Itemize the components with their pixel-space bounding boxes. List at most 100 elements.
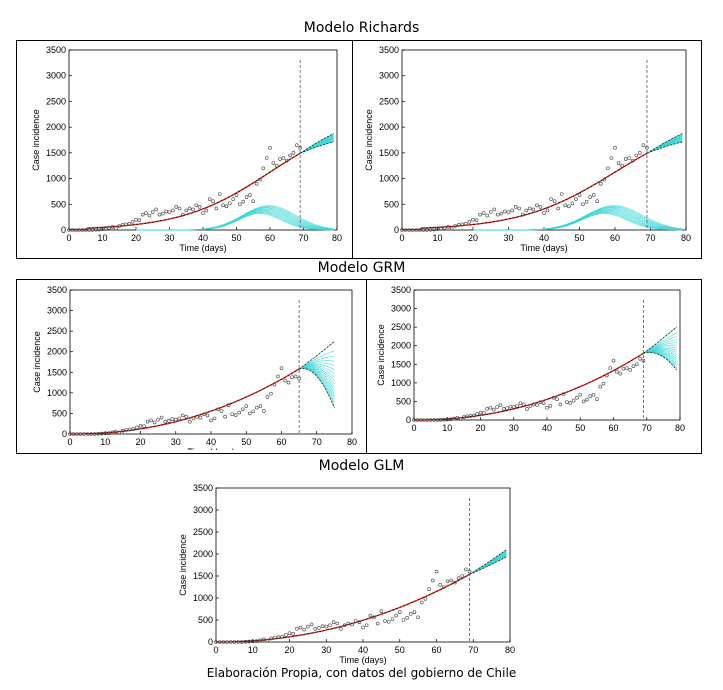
data-point	[114, 429, 118, 434]
y-tick-label: 3500	[391, 285, 411, 295]
data-point	[85, 432, 90, 436]
data-point	[100, 227, 105, 232]
data-point	[567, 204, 571, 209]
data-point	[545, 405, 549, 410]
y-axis-label: Case incidence	[32, 331, 42, 393]
y-tick-label: 3000	[46, 71, 66, 81]
data-point	[513, 205, 518, 209]
data-point	[442, 585, 446, 589]
data-point	[181, 413, 185, 418]
data-point	[457, 223, 461, 227]
data-point	[591, 392, 596, 397]
data-point	[403, 228, 408, 232]
data-point	[89, 432, 93, 436]
data-point	[468, 414, 473, 418]
x-axis-label: Time (days)	[187, 447, 234, 450]
data-point	[247, 639, 251, 644]
data-point	[467, 219, 472, 224]
data-point	[575, 395, 579, 400]
data-point	[205, 413, 210, 418]
data-point	[166, 419, 171, 423]
data-point	[258, 638, 262, 643]
data-point	[375, 621, 380, 626]
data-point	[283, 378, 287, 383]
caption: Elaboración Propia, con datos del gobier…	[206, 666, 517, 680]
data-point	[394, 613, 398, 618]
data-point	[485, 213, 489, 218]
y-tick-label: 1000	[46, 174, 66, 184]
data-point	[379, 609, 384, 613]
data-point	[412, 610, 417, 614]
data-point	[320, 624, 325, 628]
data-point	[432, 227, 436, 232]
y-tick-label: 500	[396, 396, 411, 406]
x-tick-label: 40	[206, 437, 216, 447]
data-point	[214, 206, 219, 211]
data-point	[228, 201, 232, 206]
data-point	[397, 610, 402, 614]
y-tick-label: 3500	[46, 45, 66, 55]
x-tick-label: 80	[505, 645, 515, 655]
data-point	[492, 207, 497, 212]
data-point	[401, 618, 406, 622]
data-point	[265, 395, 270, 399]
data-point	[439, 227, 443, 231]
data-point	[552, 199, 557, 203]
data-point	[67, 228, 71, 232]
data-point	[164, 209, 168, 214]
data-point	[114, 226, 118, 231]
data-point	[173, 417, 178, 422]
data-point	[481, 211, 486, 215]
x-tick-label: 40	[542, 423, 552, 433]
y-tick-label: 2500	[379, 96, 399, 106]
data-point	[103, 431, 108, 436]
data-point	[598, 384, 602, 389]
data-point	[258, 404, 263, 408]
data-point	[251, 199, 256, 203]
data-point	[247, 411, 252, 416]
data-point	[280, 634, 284, 639]
data-point	[361, 625, 365, 630]
data-point	[524, 208, 529, 213]
data-point	[191, 207, 195, 212]
data-point	[434, 569, 439, 574]
data-point	[170, 417, 175, 421]
data-point	[230, 412, 234, 417]
data-point	[449, 578, 454, 583]
data-point	[535, 403, 539, 407]
x-tick-label: 80	[347, 437, 357, 447]
forecast-bound-upper	[299, 133, 334, 154]
y-tick-label: 0	[406, 415, 411, 425]
data-point	[448, 417, 453, 422]
y-tick-label: 1500	[391, 359, 411, 369]
data-point	[262, 409, 266, 413]
data-point	[372, 615, 376, 620]
data-point	[588, 394, 593, 399]
data-point	[615, 369, 619, 374]
x-tick-label: 0	[213, 645, 218, 655]
data-point	[383, 619, 387, 623]
data-point	[291, 151, 296, 155]
data-point	[571, 398, 576, 403]
y-tick-label: 1500	[46, 148, 66, 158]
data-point	[104, 227, 108, 231]
chart-grm-left: 0 10 20 30 40 50 60 70 80 0 500 1000 1500 2000 2500 300…	[32, 285, 357, 450]
data-point	[163, 419, 167, 424]
y-axis-label: Case incidence	[364, 109, 374, 171]
data-point	[415, 418, 420, 422]
data-point	[531, 207, 536, 212]
data-point	[585, 397, 589, 402]
data-point	[214, 640, 218, 644]
data-point	[545, 208, 550, 213]
x-tick-label: 0	[67, 437, 72, 447]
x-axis-label: Time (days)	[520, 243, 567, 253]
data-point	[595, 199, 600, 203]
data-point	[78, 432, 83, 436]
y-tick-label: 2500	[47, 326, 67, 336]
data-point	[83, 228, 88, 232]
data-point	[216, 407, 220, 412]
data-point	[287, 631, 292, 635]
data-point	[613, 145, 617, 150]
data-point	[416, 615, 420, 620]
data-point	[407, 228, 411, 232]
